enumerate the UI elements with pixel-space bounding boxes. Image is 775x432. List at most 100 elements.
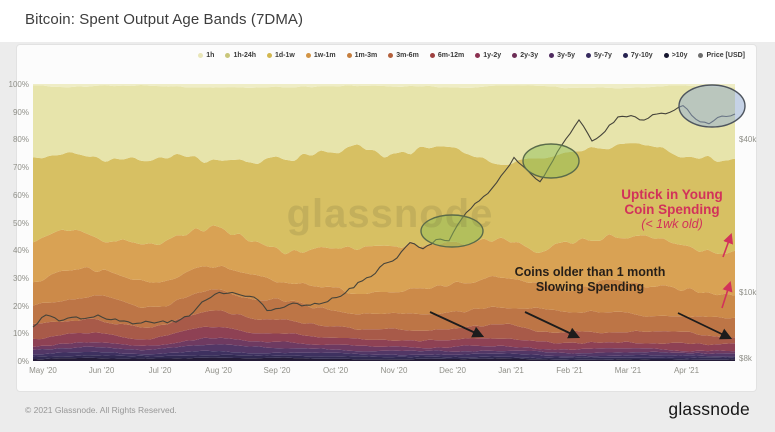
- highlight-ellipse-green-2: [522, 143, 580, 179]
- legend-swatch-icon: [388, 53, 394, 58]
- legend-item[interactable]: 3m-6m: [388, 52, 419, 59]
- legend-item[interactable]: 5y-7y: [586, 52, 612, 59]
- page-header: Bitcoin: Spent Output Age Bands (7DMA): [0, 0, 775, 42]
- legend-swatch-icon: [622, 53, 628, 58]
- legend-item[interactable]: 1h-24h: [225, 52, 256, 59]
- legend-item[interactable]: 7y-10y: [622, 52, 653, 59]
- y-axis-label: 10%: [12, 329, 29, 339]
- legend-swatch-icon: [475, 53, 481, 58]
- highlight-ellipse-blue: [678, 84, 746, 128]
- x-axis-label: Jun '20: [88, 366, 115, 375]
- band->10y: [33, 357, 735, 361]
- x-axis-label: Feb '21: [556, 366, 583, 375]
- legend-item[interactable]: 1y-2y: [475, 52, 501, 59]
- uptick-arrow-icon: [722, 233, 734, 258]
- band-1h: [33, 84, 735, 89]
- legend-item[interactable]: 3y-5y: [549, 52, 575, 59]
- legend-label: 1w-1m: [313, 52, 336, 59]
- annotation-line: Uptick in Young: [621, 187, 723, 202]
- y-axis-price-label: $40k: [739, 135, 757, 145]
- x-axis-label: Dec '20: [439, 366, 466, 375]
- slowing-arrow-icon: [677, 312, 733, 340]
- x-axis-label: Mar '21: [614, 366, 642, 375]
- legend-item[interactable]: 1h: [198, 52, 214, 59]
- chart-canvas[interactable]: [32, 84, 746, 361]
- x-axis-label: Jul '20: [148, 366, 172, 375]
- x-axis-label: May '20: [29, 366, 57, 375]
- x-axis-label: Aug '20: [205, 366, 232, 375]
- y-axis-label: 100%: [8, 80, 29, 89]
- legend-swatch-icon: [346, 53, 352, 58]
- legend-label: 1m-3m: [354, 52, 378, 59]
- legend-label: 1h: [206, 52, 215, 59]
- legend-swatch-icon: [512, 53, 518, 58]
- legend-item[interactable]: 2y-3y: [512, 52, 538, 59]
- band-6m-12m: [33, 310, 735, 346]
- annotation-line: Coins older than 1 month: [514, 265, 666, 279]
- legend-swatch-icon: [698, 53, 704, 58]
- x-axis-label: Oct '20: [322, 366, 349, 375]
- y-axis-right: $40k $10k $8k: [739, 84, 773, 364]
- legend-item[interactable]: 1m-3m: [346, 52, 378, 59]
- legend-swatch-icon: [549, 53, 555, 58]
- y-axis-label: 60%: [12, 190, 29, 200]
- legend-item[interactable]: 1w-1m: [305, 52, 336, 59]
- legend-label: >10y: [671, 52, 688, 59]
- highlight-ellipse-green-1: [420, 214, 484, 248]
- legend-swatch-icon: [198, 53, 204, 58]
- y-axis-label: 30%: [12, 273, 29, 283]
- x-axis-label: Sep '20: [263, 366, 291, 375]
- price-line: [32, 104, 736, 328]
- legend-label: 3y-5y: [557, 52, 575, 59]
- x-axis: May '20 Jun '20 Jul '20 Aug '20 Sep '20 Oct '…: [29, 366, 735, 378]
- band-2y-3y: [33, 337, 735, 354]
- legend-swatch-icon: [305, 53, 311, 58]
- x-axis-label: Apr '21: [673, 366, 700, 375]
- y-axis-label: 40%: [12, 246, 29, 256]
- band-1w-1m: [33, 225, 735, 296]
- legend-label: 2y-3y: [520, 52, 539, 59]
- y-axis-price-label: $10k: [739, 287, 757, 297]
- band-1m-3m: [33, 265, 735, 319]
- legend-swatch-icon: [663, 53, 669, 58]
- y-axis-label: 0%: [17, 357, 29, 366]
- legend-label: Price [USD]: [706, 52, 745, 59]
- legend-item[interactable]: 6m-12m: [429, 52, 465, 59]
- y-axis-left: 0% 10% 20% 30% 40% 50% 60% 70% 80% 90% 100%: [0, 80, 29, 366]
- copyright-text: © 2021 Glassnode. All Rights Reserved.: [25, 405, 177, 415]
- y-axis-label: 20%: [12, 301, 29, 311]
- y-axis-price-label: $8k: [739, 354, 752, 364]
- annotation-line: Coin Spending: [624, 202, 720, 217]
- annotation-coins-older-slowing: Coins older than 1 month Slowing Spendin…: [480, 265, 700, 295]
- legend-swatch-icon: [429, 53, 435, 58]
- glassnode-logo: glassnode: [668, 399, 750, 419]
- y-axis-label: 70%: [12, 163, 29, 173]
- band-7y-10y: [33, 354, 735, 360]
- slowing-arrow-icon: [524, 311, 581, 339]
- y-axis-label: 80%: [12, 135, 29, 145]
- legend-item[interactable]: >10y: [663, 52, 688, 59]
- band-5y-7y: [33, 350, 735, 359]
- plot-area: [32, 84, 746, 361]
- annotation-line: Slowing Spending: [535, 280, 645, 294]
- legend-item[interactable]: 1d-1w: [267, 52, 295, 59]
- page-title: Bitcoin: Spent Output Age Bands (7DMA): [25, 11, 304, 28]
- band-3y-5y: [33, 344, 735, 357]
- annotation-line: (< 1wk old): [641, 217, 703, 231]
- legend-item[interactable]: Price [USD]: [698, 52, 745, 59]
- legend-label: 1h-24h: [233, 52, 257, 59]
- y-axis-label: 90%: [12, 107, 29, 117]
- uptick-arrow-icon: [721, 281, 733, 309]
- legend-label: 1y-2y: [483, 52, 502, 59]
- legend: 1h 1h-24h 1d-1w 1w-1m 1m-3m 3m-6m 6m-12m 1y-2y 2…: [198, 52, 745, 59]
- legend-swatch-icon: [267, 53, 273, 58]
- legend-label: 3m-6m: [396, 52, 419, 59]
- y-axis-label: 50%: [12, 218, 29, 228]
- legend-label: 1d-1w: [275, 52, 295, 59]
- band-3m-6m: [33, 289, 735, 338]
- annotation-uptick-young-coin-spending: Uptick in Young Coin Spending (< 1wk old…: [572, 187, 772, 232]
- legend-label: 6m-12m: [437, 52, 465, 59]
- legend-label: 7y-10y: [630, 52, 653, 59]
- legend-label: 5y-7y: [594, 52, 612, 59]
